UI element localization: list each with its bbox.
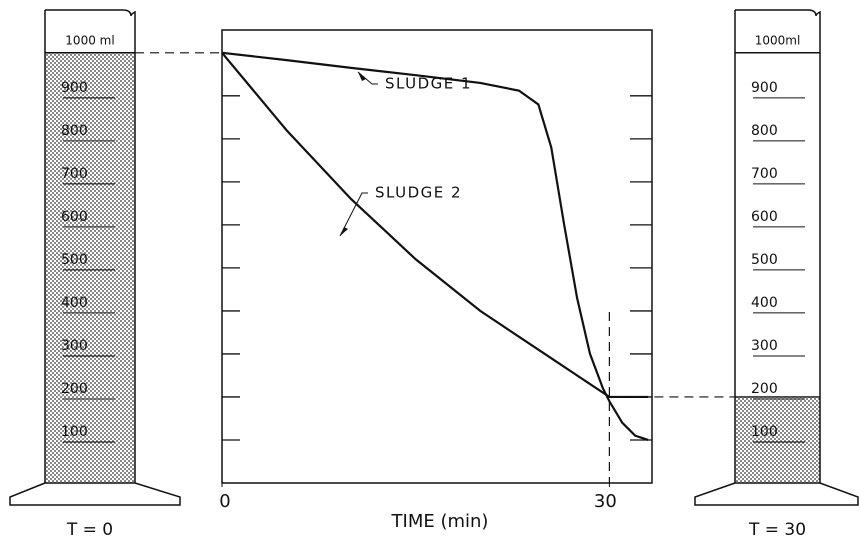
- x-tick-label: 0: [219, 491, 230, 512]
- annotation-arrowhead: [358, 72, 366, 81]
- cylinder-time-label: T = 30: [748, 520, 806, 540]
- graduation-label: 100: [61, 424, 88, 440]
- graduation-label: 100: [751, 424, 778, 440]
- cylinder-body: [734, 9, 821, 483]
- annotation-leader: [339, 192, 368, 237]
- graduation-label: 200: [61, 381, 88, 397]
- series-line: [221, 51, 649, 442]
- graduation-label: 800: [751, 123, 778, 139]
- series-annotation: SLUDGE 1: [385, 75, 472, 93]
- graduation-label: 200: [751, 381, 778, 397]
- graduation-label: 300: [61, 338, 88, 354]
- cylinder-base: [9, 482, 181, 506]
- graduation-label: 900: [751, 80, 778, 96]
- plot-frame: [221, 29, 653, 484]
- graduation-label: 800: [61, 123, 88, 139]
- graduation-label: 700: [751, 166, 778, 182]
- cylinder-top-label: 1000 ml: [65, 33, 114, 47]
- graduation-label: 500: [61, 252, 88, 268]
- sludge-fill: [45, 52, 135, 484]
- graduation-label: 500: [751, 252, 778, 268]
- graduation-label: 900: [61, 80, 88, 96]
- series-annotation: SLUDGE 2: [375, 184, 462, 202]
- graduation-label: 700: [61, 166, 88, 182]
- graduation-label: 400: [61, 295, 88, 311]
- x-axis-label: TIME (min): [391, 511, 489, 532]
- annotation-arrowhead: [340, 227, 348, 236]
- cylinder-top-label: 1000ml: [755, 33, 801, 47]
- graduation-label: 300: [751, 338, 778, 354]
- graduation-label: 600: [751, 209, 778, 225]
- graduation-label: 600: [61, 209, 88, 225]
- sludge-fill: [735, 396, 820, 483]
- annotation-leader: [357, 71, 378, 85]
- x-tick-label: 30: [594, 491, 617, 512]
- cylinder-time-label: T = 0: [66, 520, 113, 540]
- series-line: [221, 52, 649, 399]
- cylinder-base: [694, 482, 859, 506]
- cylinder-body: [44, 9, 136, 483]
- graduation-label: 400: [751, 295, 778, 311]
